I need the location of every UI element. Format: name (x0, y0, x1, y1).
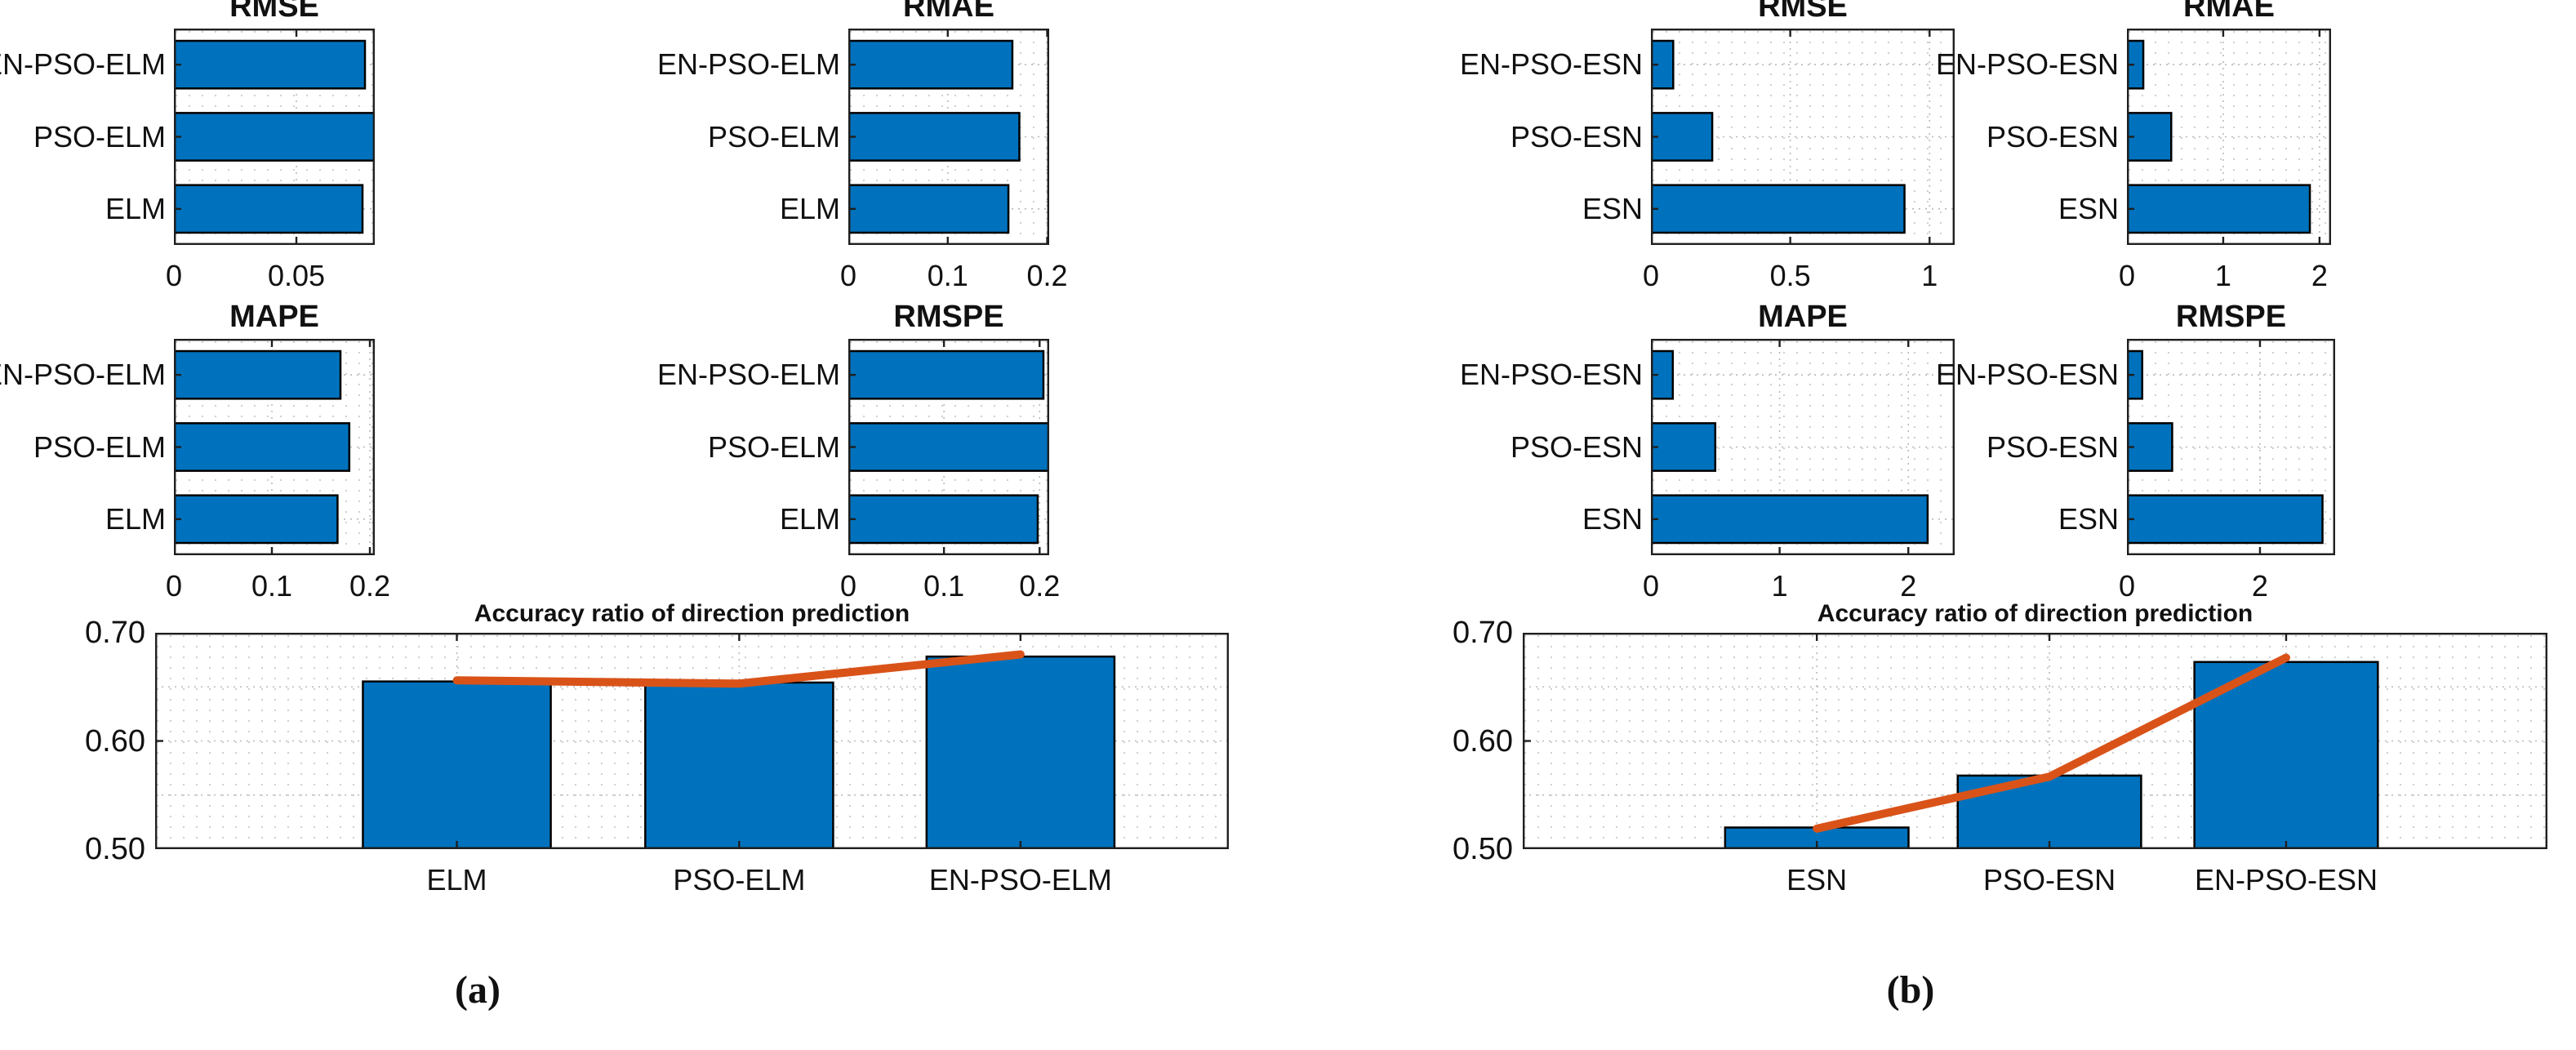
rmspe-plot (2127, 339, 2335, 555)
category-label: PSO-ESN (1510, 429, 1643, 464)
category-label: ELM (105, 191, 166, 225)
x-tick-label: 0.2 (1019, 569, 1061, 603)
mape-title: MAPE (229, 300, 319, 334)
rmae-plot (2127, 29, 2331, 245)
category-label: PSO-ESN (1510, 119, 1643, 153)
x-tick-label: 0 (165, 569, 183, 603)
x-tick-label: 0.5 (1769, 259, 1811, 292)
x-tick-label: 0.1 (923, 569, 965, 603)
x-tick-label: 0.1 (251, 569, 293, 603)
rmse-plot (174, 29, 375, 245)
x-tick-label: 0 (165, 259, 183, 292)
category-label: EN-PSO-ESN (1935, 358, 2119, 392)
x-tick-label: 0.1 (927, 259, 968, 292)
x-tick-label: 0 (2118, 259, 2136, 292)
x-category-label: EN-PSO-ELM (928, 863, 1112, 897)
y-tick-label: 0.60 (1453, 723, 1513, 759)
category-label: ESN (2058, 501, 2119, 536)
x-tick-label: 1 (2214, 259, 2231, 292)
x-tick-label: 0.05 (267, 259, 326, 292)
category-label: ESN (1582, 501, 1643, 536)
x-category-label: PSO-ESN (1983, 863, 2116, 897)
category-label: PSO-ELM (707, 119, 840, 153)
y-tick-label: 0.50 (85, 832, 145, 866)
x-category-label: PSO-ELM (673, 863, 806, 897)
x-tick-label: 2 (1900, 569, 1917, 603)
category-label: PSO-ESN (1986, 119, 2119, 153)
category-label: EN-PSO-ELM (0, 47, 166, 82)
x-tick-label: 1 (1921, 259, 1938, 292)
category-label: EN-PSO-ESN (1935, 47, 2119, 82)
x-tick-label: 0.2 (349, 569, 391, 603)
category-label: PSO-ESN (1986, 429, 2119, 464)
x-tick-label: 0.2 (1026, 259, 1068, 292)
x-tick-label: 2 (2311, 259, 2328, 292)
category-label: PSO-ELM (33, 429, 166, 464)
panel-a-caption: (a) (455, 968, 501, 1012)
rmae-title: RMAE (903, 0, 994, 24)
accuracy-chart-title: Accuracy ratio of direction prediction (1817, 600, 2253, 627)
category-label: EN-PSO-ELM (656, 47, 840, 82)
category-label: PSO-ELM (33, 119, 166, 153)
category-label: EN-PSO-ELM (0, 358, 166, 392)
category-label: ELM (779, 191, 840, 225)
x-tick-label: 1 (1771, 569, 1788, 603)
category-label: EN-PSO-ESN (1459, 47, 1643, 82)
category-label: EN-PSO-ELM (656, 358, 840, 392)
accuracy-plot (1523, 633, 2547, 849)
x-category-label: ESN (1786, 863, 1848, 897)
x-tick-label: 2 (2251, 569, 2268, 603)
x-category-label: ELM (426, 863, 487, 897)
y-tick-label: 0.70 (85, 616, 145, 650)
x-tick-label: 0 (839, 569, 857, 603)
y-tick-label: 0.70 (1453, 616, 1513, 650)
y-tick-label: 0.50 (1453, 832, 1513, 866)
panel-a: (a) RMSE EN-PSO-ELM PSO-ELM ELM 0 0.05 RMAE EN-… (0, 0, 1229, 1012)
mape-plot (1651, 339, 1955, 555)
y-tick-label: 0.60 (85, 723, 145, 759)
category-label: ELM (105, 501, 166, 536)
x-category-label: EN-PSO-ESN (2194, 863, 2378, 897)
accuracy-plot (155, 633, 1229, 849)
accuracy-chart-title: Accuracy ratio of direction prediction (474, 600, 910, 627)
panel-b-caption: (b) (1886, 968, 1935, 1012)
rmse-title: RMSE (229, 0, 319, 24)
category-label: EN-PSO-ESN (1459, 358, 1643, 392)
category-label: ESN (1582, 191, 1643, 225)
mape-title: MAPE (1758, 300, 1848, 334)
x-tick-label: 0 (1642, 259, 1660, 292)
x-tick-label: 0 (2118, 569, 2136, 603)
rmspe-title: RMSPE (2175, 300, 2287, 334)
x-tick-label: 0 (1642, 569, 1660, 603)
rmae-title: RMAE (2183, 0, 2275, 24)
rmspe-plot (848, 339, 1049, 555)
mape-plot (174, 339, 375, 555)
rmse-title: RMSE (1758, 0, 1848, 24)
x-tick-label: 0 (839, 259, 857, 292)
category-label: PSO-ELM (707, 429, 840, 464)
rmse-plot (1651, 29, 1955, 245)
panel-b: (b) RMSE EN-PSO-ESN PSO-ESN ESN 0 0.5 1 RMAE EN-… (1288, 0, 2576, 1050)
category-label: ESN (2058, 191, 2119, 225)
category-label: ELM (779, 501, 840, 536)
rmae-plot (848, 29, 1049, 245)
rmspe-title: RMSPE (893, 300, 1004, 334)
